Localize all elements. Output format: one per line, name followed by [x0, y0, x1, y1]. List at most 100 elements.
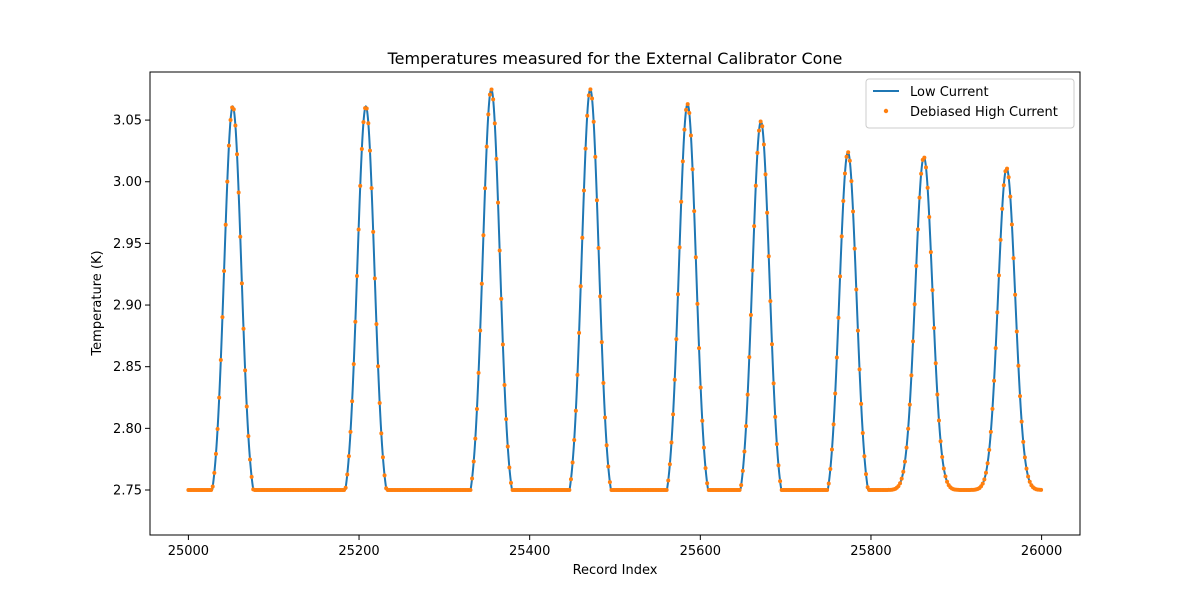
data-point	[604, 443, 609, 448]
data-point	[833, 391, 838, 396]
data-point	[911, 339, 916, 344]
data-point	[864, 472, 869, 477]
data-point	[244, 404, 249, 409]
data-point	[907, 402, 912, 407]
y-tick-label: 2.90	[113, 299, 142, 314]
data-point	[505, 444, 510, 449]
data-point	[912, 302, 917, 307]
data-point	[233, 123, 238, 128]
y-tick-label: 3.05	[113, 114, 142, 129]
data-point	[703, 466, 708, 471]
data-point	[844, 154, 849, 159]
data-point	[839, 234, 844, 239]
data-point	[664, 487, 669, 492]
data-point	[941, 466, 946, 471]
data-point	[935, 392, 940, 397]
data-point	[936, 418, 941, 423]
data-point	[753, 183, 758, 188]
data-point	[1001, 183, 1006, 188]
data-point	[1021, 439, 1026, 444]
data-point	[343, 485, 348, 490]
data-point	[351, 362, 356, 367]
y-tick-label: 2.75	[113, 483, 142, 498]
data-point	[575, 372, 580, 377]
data-point	[478, 328, 483, 333]
data-point	[701, 445, 706, 450]
data-point	[213, 451, 218, 456]
data-point	[473, 436, 478, 441]
data-point	[236, 190, 241, 195]
chart-title: Temperatures measured for the External C…	[387, 49, 843, 68]
data-point	[346, 454, 351, 459]
data-point	[757, 128, 762, 133]
data-point	[672, 377, 677, 382]
data-point	[831, 422, 836, 427]
data-point	[667, 462, 672, 467]
data-point	[235, 152, 240, 157]
data-point	[217, 395, 222, 400]
plot-area-frame	[149, 71, 1081, 536]
data-point	[987, 447, 992, 452]
data-point	[228, 118, 233, 123]
data-point	[568, 477, 573, 482]
data-point	[943, 474, 948, 479]
data-point	[682, 127, 687, 132]
data-point	[769, 342, 774, 347]
data-point	[901, 469, 906, 474]
y-tick-label: 3.00	[113, 175, 142, 190]
data-point	[504, 417, 509, 422]
data-point	[836, 315, 841, 320]
data-point	[842, 171, 847, 176]
data-point	[899, 476, 904, 481]
data-point	[693, 255, 698, 260]
data-point	[690, 167, 695, 172]
data-point	[215, 426, 220, 431]
series-low-current-line	[188, 87, 1042, 491]
data-point	[1009, 222, 1014, 227]
data-point	[1013, 292, 1018, 297]
data-point	[241, 326, 246, 331]
legend-box	[865, 78, 1075, 129]
data-point	[470, 476, 475, 481]
data-point	[1011, 256, 1016, 261]
data-point	[494, 156, 499, 161]
data-point	[922, 155, 927, 160]
data-point	[834, 355, 839, 360]
data-point	[358, 183, 363, 188]
data-point	[841, 198, 846, 203]
data-point	[825, 487, 830, 492]
data-point	[348, 429, 353, 434]
data-point	[567, 487, 572, 492]
data-point	[226, 143, 231, 148]
data-point	[674, 337, 679, 342]
data-point	[666, 478, 671, 483]
data-point	[739, 483, 744, 488]
data-point	[491, 97, 496, 102]
data-point	[361, 120, 366, 125]
data-point	[1014, 329, 1019, 334]
data-point	[763, 172, 768, 177]
data-point	[212, 470, 217, 475]
data-point	[768, 299, 773, 304]
data-point	[210, 484, 215, 489]
data-point	[940, 454, 945, 459]
data-point	[846, 150, 851, 155]
data-point	[353, 319, 358, 324]
data-point	[588, 87, 593, 92]
data-point	[499, 296, 504, 301]
data-point	[675, 292, 680, 297]
data-point	[382, 473, 387, 478]
data-point	[492, 121, 497, 126]
data-point	[350, 399, 355, 404]
data-point	[933, 361, 938, 366]
data-point	[209, 487, 214, 492]
data-point	[246, 434, 251, 439]
data-point	[700, 418, 705, 423]
data-point	[750, 268, 755, 273]
data-point	[838, 274, 843, 279]
data-point	[1018, 394, 1023, 399]
series-debiased-high-current-points	[186, 87, 1044, 492]
data-point	[680, 159, 685, 164]
